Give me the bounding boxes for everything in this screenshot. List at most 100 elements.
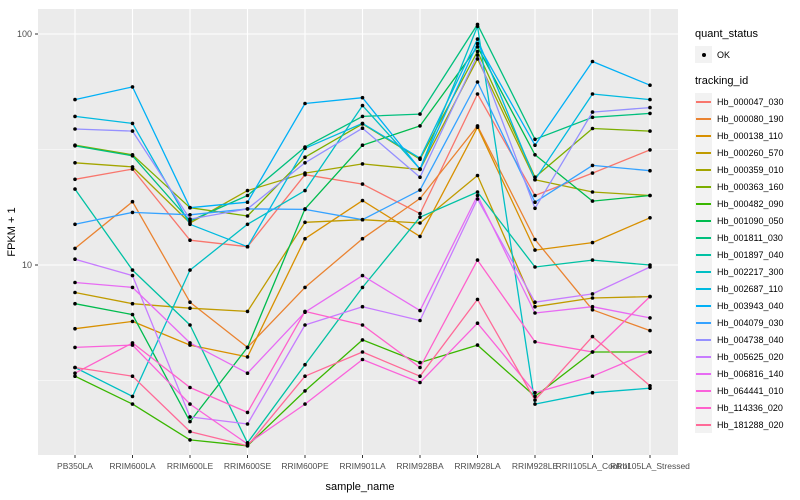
data-point <box>73 144 77 148</box>
line-swatch-icon <box>696 236 711 239</box>
series-color-key <box>695 348 712 365</box>
legend-item-label: Hb_001090_050 <box>717 215 784 226</box>
data-point <box>188 213 192 217</box>
legend-item: Hb_000138_110 <box>695 127 799 144</box>
data-point <box>475 125 480 129</box>
data-point <box>475 197 480 201</box>
legend-item: Hb_001897_040 <box>695 246 799 263</box>
data-point <box>418 124 422 128</box>
legend-panel: quant_status OK tracking_id Hb_000047_03… <box>695 28 799 433</box>
data-point <box>73 187 77 191</box>
series-color-key <box>695 331 712 348</box>
data-point <box>303 161 307 165</box>
data-point <box>590 350 595 354</box>
data-point <box>188 205 192 210</box>
data-point <box>418 215 422 219</box>
data-point <box>533 200 537 204</box>
legend-item: Hb_000080_190 <box>695 110 799 127</box>
data-point <box>475 297 480 302</box>
legend-item: Hb_000363_160 <box>695 178 799 195</box>
data-point <box>475 80 480 84</box>
data-point <box>73 301 77 306</box>
data-point <box>533 304 537 309</box>
legend-item: Hb_000260_570 <box>695 144 799 161</box>
series-color-key <box>695 416 712 433</box>
data-point <box>303 236 307 241</box>
line-swatch-icon <box>696 168 711 171</box>
data-point <box>590 304 595 309</box>
legend-item: Hb_002217_300 <box>695 263 799 280</box>
x-axis-title: sample_name <box>325 481 395 493</box>
data-point <box>418 188 422 192</box>
legend-item: Hb_001090_050 <box>695 212 799 229</box>
data-point <box>475 258 480 262</box>
data-point <box>73 127 77 131</box>
data-point <box>648 148 652 152</box>
x-tick-label: RRIM600PE <box>281 461 329 471</box>
data-point <box>188 419 192 424</box>
data-point <box>648 328 652 333</box>
line-swatch-icon <box>696 151 711 154</box>
data-point <box>73 374 77 379</box>
data-point <box>418 221 422 225</box>
legend-item: Hb_001811_030 <box>695 229 799 246</box>
data-point <box>533 340 537 344</box>
data-point <box>590 240 595 245</box>
y-tick-label: 100 <box>17 29 32 39</box>
data-point <box>533 402 537 406</box>
data-point <box>533 237 537 242</box>
data-point <box>188 341 192 345</box>
data-point <box>73 161 77 165</box>
legend-item-label: Hb_181288_020 <box>717 419 784 430</box>
legend-item-label: Hb_000359_010 <box>717 164 784 175</box>
data-point <box>130 165 135 169</box>
x-tick-label: RRIM600LE <box>167 461 214 471</box>
data-point <box>533 265 537 269</box>
data-point <box>648 294 652 299</box>
data-point <box>245 214 250 218</box>
data-point <box>590 110 595 114</box>
data-point <box>303 374 307 379</box>
legend-item: Hb_004079_030 <box>695 314 799 331</box>
data-point <box>418 308 422 313</box>
data-point <box>130 374 135 379</box>
series-color-key <box>695 144 712 161</box>
series-color-key <box>695 280 712 297</box>
line-swatch-icon <box>696 117 711 120</box>
line-swatch-icon <box>696 304 711 307</box>
data-point <box>303 220 307 225</box>
data-point <box>533 311 537 315</box>
data-point <box>130 268 135 272</box>
legend-item: Hb_005625_020 <box>695 348 799 365</box>
data-point <box>533 206 537 211</box>
data-point <box>360 114 365 119</box>
data-point <box>590 308 595 312</box>
data-point <box>533 300 537 305</box>
data-point <box>360 350 365 354</box>
legend-item-label: Hb_000047_030 <box>717 96 784 107</box>
data-point <box>648 168 652 173</box>
series-color-key <box>695 246 712 263</box>
data-point <box>648 97 652 102</box>
data-point <box>188 222 192 227</box>
data-point <box>475 173 480 178</box>
data-point <box>360 95 365 100</box>
data-point <box>188 323 192 327</box>
data-point <box>533 248 537 252</box>
line-swatch-icon <box>696 100 711 103</box>
data-point <box>188 306 192 311</box>
data-point <box>360 121 365 126</box>
legend-item-label: Hb_006816_140 <box>717 368 784 379</box>
data-point <box>475 190 480 194</box>
legend-item-label: Hb_001811_030 <box>717 232 783 243</box>
data-point <box>188 217 192 221</box>
data-point <box>73 365 77 370</box>
data-point <box>418 211 422 216</box>
data-point <box>130 319 135 324</box>
data-point <box>590 171 595 175</box>
data-point <box>418 360 422 365</box>
series-color-key <box>695 314 712 331</box>
data-point <box>475 57 480 61</box>
legend-item-label: Hb_000363_160 <box>717 181 784 192</box>
data-point <box>475 49 480 54</box>
